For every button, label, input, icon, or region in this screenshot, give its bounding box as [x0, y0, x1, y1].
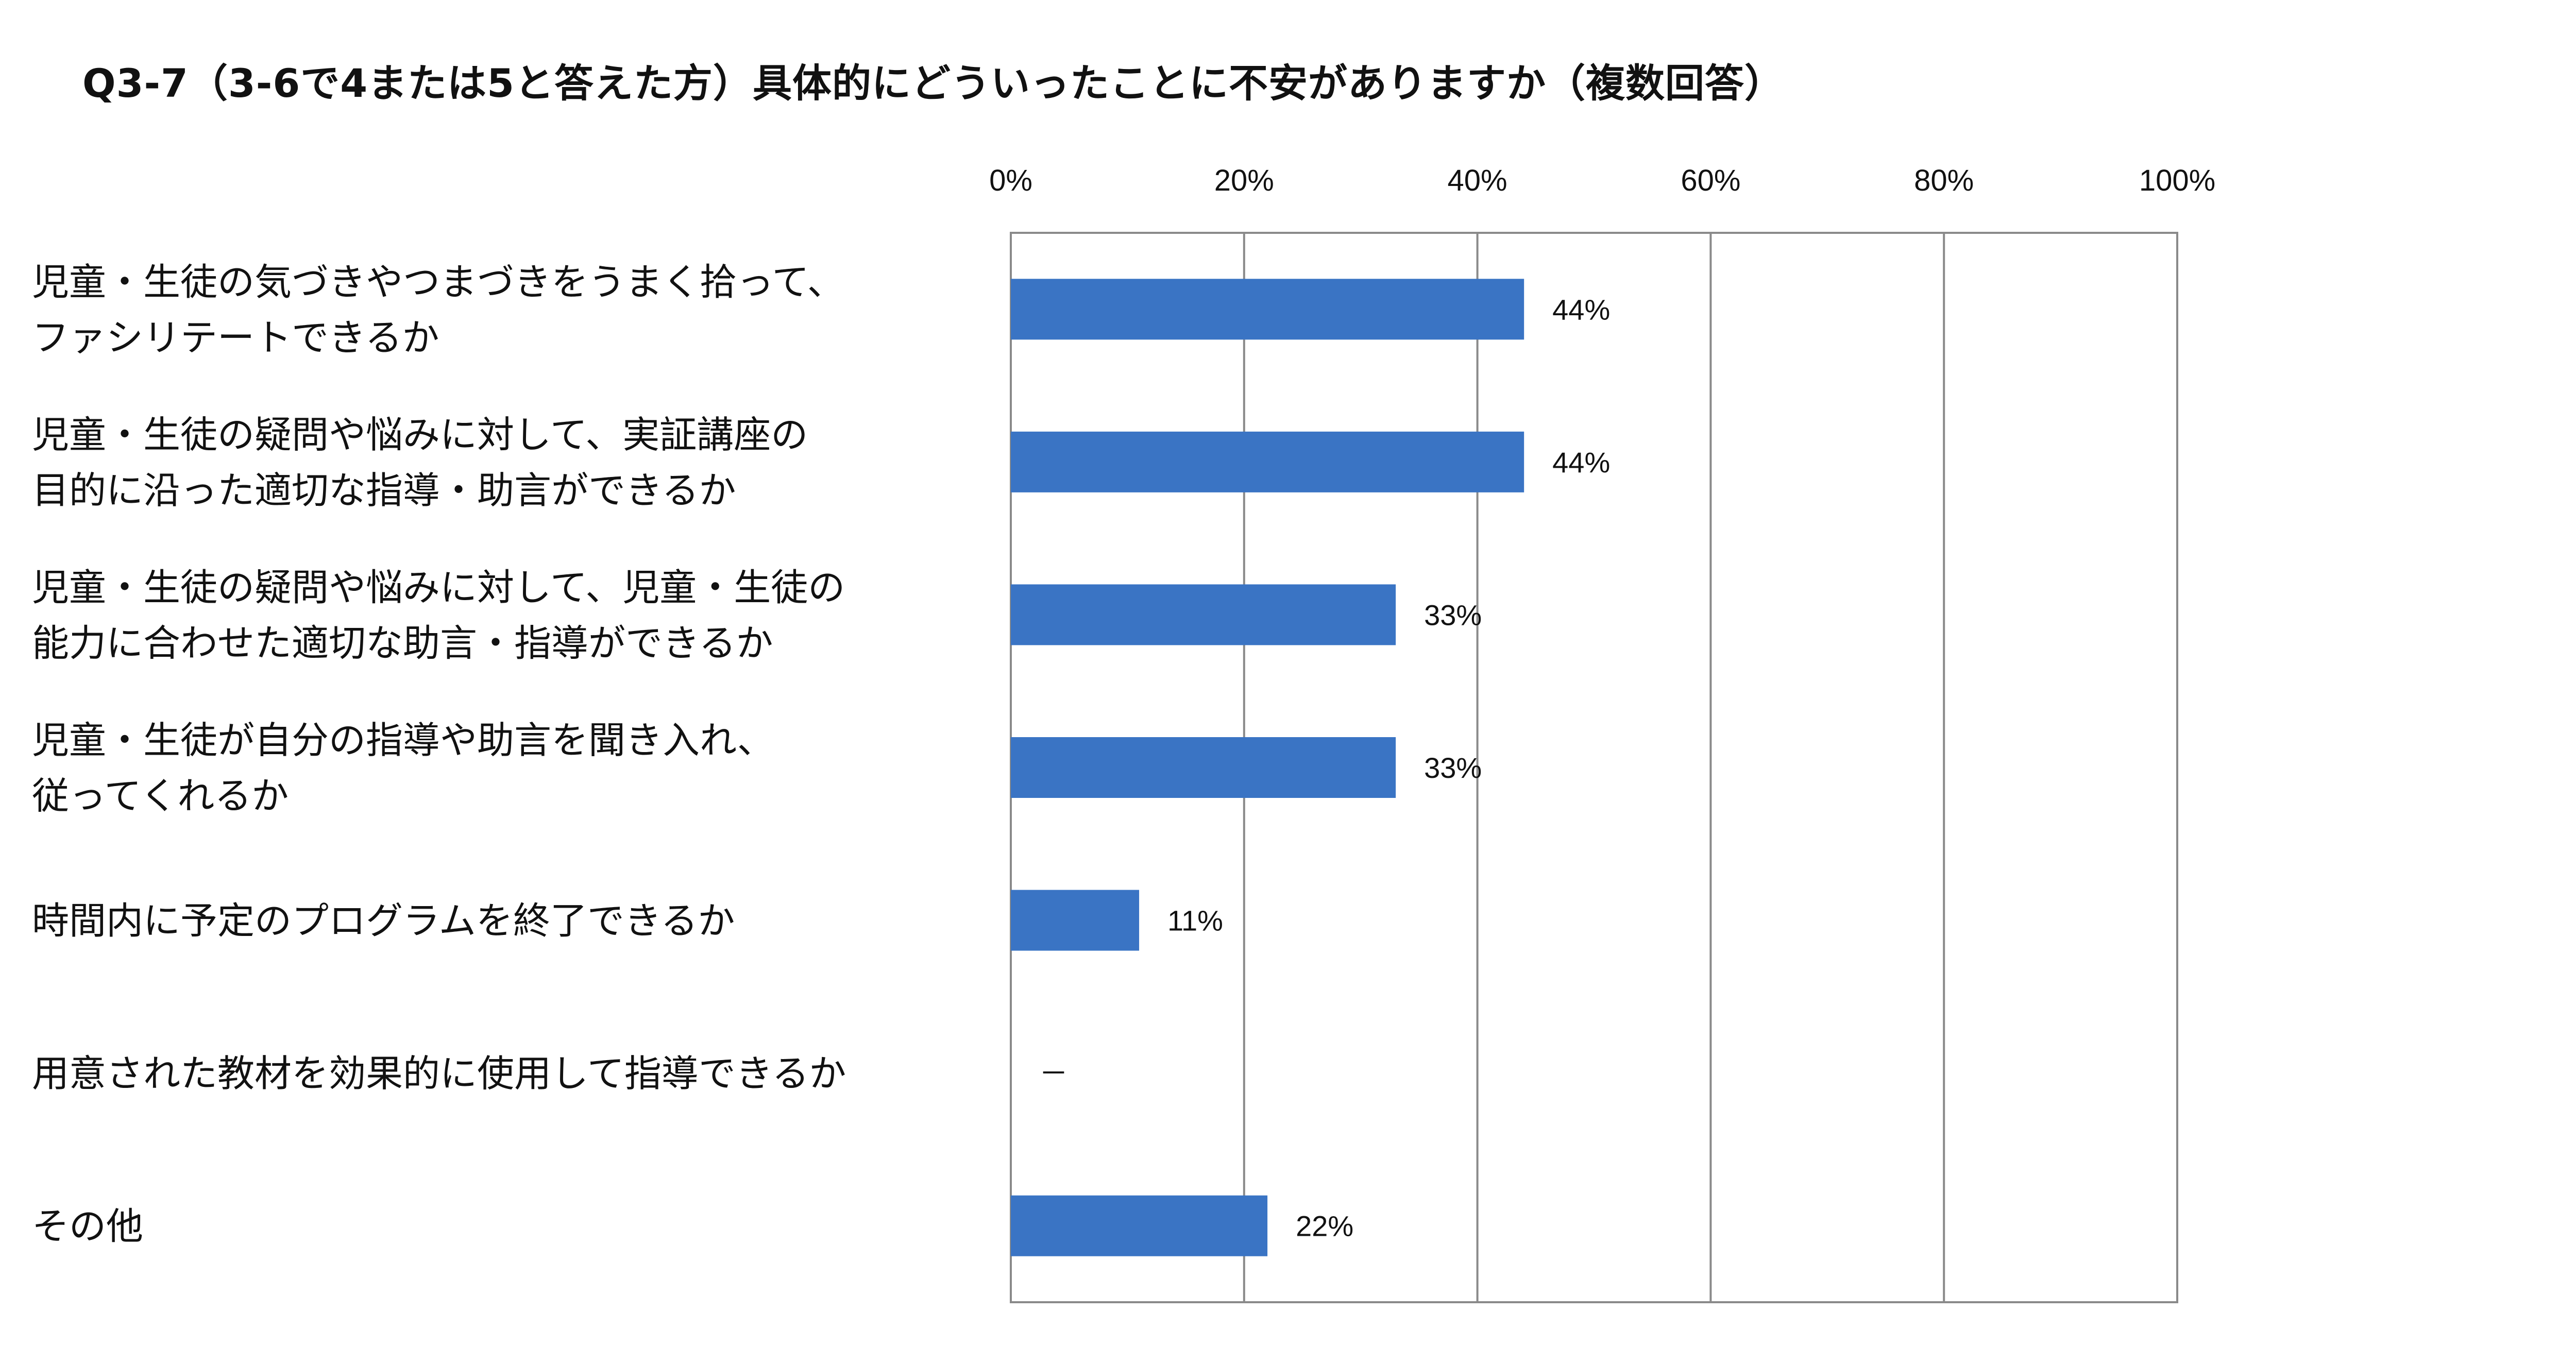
bar: [1011, 890, 1140, 951]
data-label: 44%: [1552, 293, 1610, 326]
chart-title: Q3-7（3-6で4または5と答えた方）具体的にどういったことに不安がありますか…: [82, 60, 1784, 106]
x-tick-label: 100%: [2139, 164, 2215, 197]
x-tick-label: 80%: [1914, 164, 1974, 197]
bar: [1011, 279, 1524, 340]
category-label: ファシリテートできるか: [32, 316, 439, 359]
category-label: 時間内に予定のプログラムを終了できるか: [32, 899, 735, 943]
category-label: 目的に沿った適切な指導・助言ができるか: [32, 469, 736, 512]
bar: [1011, 1195, 1268, 1256]
x-tick-label: 20%: [1214, 164, 1274, 197]
data-label: 44%: [1552, 446, 1610, 479]
data-label: 22%: [1296, 1210, 1353, 1242]
x-tick-label: 0%: [989, 164, 1032, 197]
category-label: 児童・生徒の気づきやつまづきをうまく拾って、: [32, 260, 844, 303]
category-label: 能力に合わせた適切な助言・指導ができるか: [32, 621, 773, 665]
data-label: 33%: [1424, 752, 1482, 784]
bar: [1011, 737, 1396, 798]
category-label: その他: [32, 1205, 143, 1248]
data-label: 11%: [1167, 905, 1223, 937]
category-label: 用意された教材を効果的に使用して指導できるか: [32, 1052, 846, 1095]
category-label: 児童・生徒の疑問や悩みに対して、実証講座の: [32, 413, 808, 456]
bar: [1011, 431, 1524, 492]
bar: [1011, 584, 1396, 645]
x-tick-label: 40%: [1448, 164, 1507, 197]
category-label: 従ってくれるか: [32, 774, 289, 817]
category-label: 児童・生徒が自分の指導や助言を聞き入れ、: [32, 719, 774, 762]
data-label: －: [1039, 1057, 1068, 1089]
category-label: 児童・生徒の疑問や悩みに対して、児童・生徒の: [32, 566, 845, 609]
data-label: 33%: [1424, 599, 1482, 631]
x-tick-label: 60%: [1681, 164, 1740, 197]
